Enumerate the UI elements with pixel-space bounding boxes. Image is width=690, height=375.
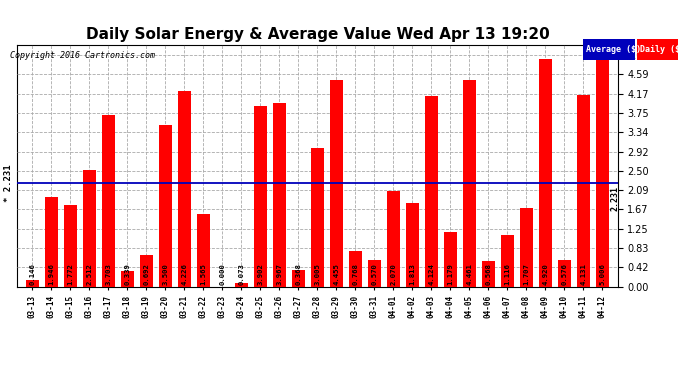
- Text: 2.070: 2.070: [391, 264, 396, 285]
- Bar: [292, 270, 305, 287]
- Bar: [406, 203, 419, 287]
- Text: 2.512: 2.512: [86, 264, 92, 285]
- Text: 3.902: 3.902: [257, 264, 264, 285]
- Bar: [348, 251, 362, 287]
- Text: 4.455: 4.455: [333, 264, 339, 285]
- Title: Daily Solar Energy & Average Value Wed Apr 13 19:20: Daily Solar Energy & Average Value Wed A…: [86, 27, 549, 42]
- Text: 1.946: 1.946: [48, 264, 55, 285]
- Text: 1.813: 1.813: [409, 264, 415, 285]
- Bar: [121, 271, 134, 287]
- Bar: [520, 208, 533, 287]
- Bar: [235, 284, 248, 287]
- Bar: [178, 91, 191, 287]
- Bar: [26, 280, 39, 287]
- Text: Average ($): Average ($): [586, 45, 642, 54]
- Bar: [197, 214, 210, 287]
- Bar: [444, 232, 457, 287]
- Bar: [558, 260, 571, 287]
- Text: 4.920: 4.920: [542, 264, 549, 285]
- Text: 4.124: 4.124: [428, 264, 435, 285]
- Bar: [83, 171, 96, 287]
- Bar: [501, 235, 514, 287]
- Text: 1.116: 1.116: [504, 264, 511, 285]
- Bar: [330, 81, 343, 287]
- Bar: [140, 255, 153, 287]
- Text: 0.570: 0.570: [371, 264, 377, 285]
- Bar: [482, 261, 495, 287]
- Bar: [273, 103, 286, 287]
- Text: 4.461: 4.461: [466, 264, 473, 285]
- Text: 1.707: 1.707: [524, 264, 529, 285]
- Text: 4.131: 4.131: [580, 264, 586, 285]
- Bar: [595, 55, 609, 287]
- Text: Daily ($): Daily ($): [640, 45, 684, 54]
- Bar: [102, 115, 115, 287]
- Bar: [45, 197, 58, 287]
- Bar: [159, 125, 172, 287]
- Bar: [368, 261, 381, 287]
- Text: 0.576: 0.576: [562, 264, 567, 285]
- Text: 2.231: 2.231: [610, 186, 619, 211]
- Bar: [463, 80, 476, 287]
- Text: 0.000: 0.000: [219, 264, 226, 285]
- Text: 0.692: 0.692: [144, 264, 150, 285]
- Text: 3.703: 3.703: [106, 264, 111, 285]
- Text: 0.146: 0.146: [30, 264, 35, 285]
- Text: 5.006: 5.006: [600, 264, 605, 285]
- Bar: [254, 106, 267, 287]
- Text: 3.967: 3.967: [277, 264, 282, 285]
- Text: 0.339: 0.339: [124, 264, 130, 285]
- Text: 3.005: 3.005: [315, 264, 320, 285]
- Bar: [310, 148, 324, 287]
- Bar: [63, 205, 77, 287]
- Text: 3.500: 3.500: [162, 264, 168, 285]
- Text: 0.768: 0.768: [353, 264, 358, 285]
- Text: 0.568: 0.568: [485, 264, 491, 285]
- Bar: [577, 96, 590, 287]
- Text: * 2.231: * 2.231: [3, 165, 12, 202]
- Text: 1.772: 1.772: [68, 264, 73, 285]
- Text: 1.179: 1.179: [447, 264, 453, 285]
- Text: 1.565: 1.565: [200, 264, 206, 285]
- Text: 0.368: 0.368: [295, 264, 302, 285]
- Bar: [386, 191, 400, 287]
- Text: Copyright 2016 Cartronics.com: Copyright 2016 Cartronics.com: [10, 51, 155, 60]
- Text: 0.073: 0.073: [239, 264, 244, 285]
- Bar: [539, 59, 552, 287]
- Text: 4.226: 4.226: [181, 264, 188, 285]
- Bar: [425, 96, 438, 287]
